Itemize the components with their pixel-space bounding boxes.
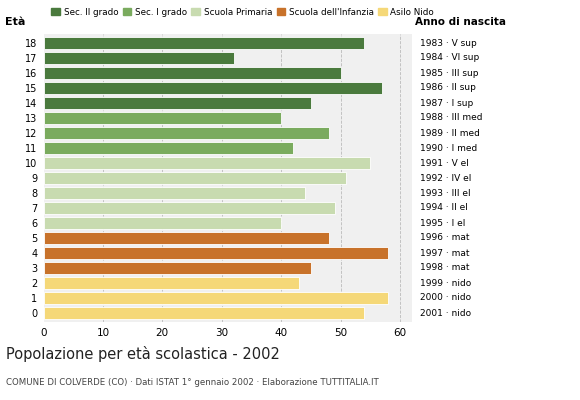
Text: 2000 · nido: 2000 · nido: [420, 294, 471, 302]
Bar: [44, 67, 340, 79]
Text: 1990 · I med: 1990 · I med: [420, 144, 477, 152]
Text: 1983 · V sup: 1983 · V sup: [420, 38, 476, 48]
Legend: Sec. II grado, Sec. I grado, Scuola Primaria, Scuola dell'Infanzia, Asilo Nido: Sec. II grado, Sec. I grado, Scuola Prim…: [48, 4, 438, 20]
Bar: [44, 172, 346, 184]
Text: Popolazione per età scolastica - 2002: Popolazione per età scolastica - 2002: [6, 346, 280, 362]
Text: 1988 · III med: 1988 · III med: [420, 114, 482, 122]
Bar: [44, 127, 329, 139]
Bar: [44, 157, 370, 169]
Bar: [44, 37, 364, 49]
Text: 1986 · II sup: 1986 · II sup: [420, 84, 476, 92]
Bar: [44, 142, 293, 154]
Text: 1991 · V el: 1991 · V el: [420, 158, 469, 168]
Bar: [44, 277, 299, 289]
Text: 1989 · II med: 1989 · II med: [420, 128, 480, 138]
Bar: [44, 262, 311, 274]
Text: COMUNE DI COLVERDE (CO) · Dati ISTAT 1° gennaio 2002 · Elaborazione TUTTITALIA.I: COMUNE DI COLVERDE (CO) · Dati ISTAT 1° …: [6, 378, 379, 387]
Text: 1999 · nido: 1999 · nido: [420, 278, 471, 288]
Text: 1992 · IV el: 1992 · IV el: [420, 174, 471, 182]
Text: Anno di nascita: Anno di nascita: [415, 17, 506, 27]
Bar: [44, 187, 305, 199]
Text: 1998 · mat: 1998 · mat: [420, 264, 469, 272]
Bar: [44, 97, 311, 109]
Bar: [44, 292, 388, 304]
Text: 1996 · mat: 1996 · mat: [420, 234, 469, 242]
Text: 1987 · I sup: 1987 · I sup: [420, 98, 473, 108]
Bar: [44, 202, 335, 214]
Text: 1997 · mat: 1997 · mat: [420, 248, 469, 258]
Text: 1994 · II el: 1994 · II el: [420, 204, 467, 212]
Bar: [44, 112, 281, 124]
Bar: [44, 217, 281, 229]
Text: 1984 · VI sup: 1984 · VI sup: [420, 54, 479, 62]
Text: 1993 · III el: 1993 · III el: [420, 188, 470, 198]
Bar: [44, 247, 388, 259]
Text: 2001 · nido: 2001 · nido: [420, 308, 471, 318]
Text: 1995 · I el: 1995 · I el: [420, 218, 465, 228]
Bar: [44, 82, 382, 94]
Text: 1985 · III sup: 1985 · III sup: [420, 68, 478, 78]
Bar: [44, 232, 329, 244]
Text: Età: Età: [5, 17, 25, 27]
Bar: [44, 52, 234, 64]
Bar: [44, 307, 364, 319]
